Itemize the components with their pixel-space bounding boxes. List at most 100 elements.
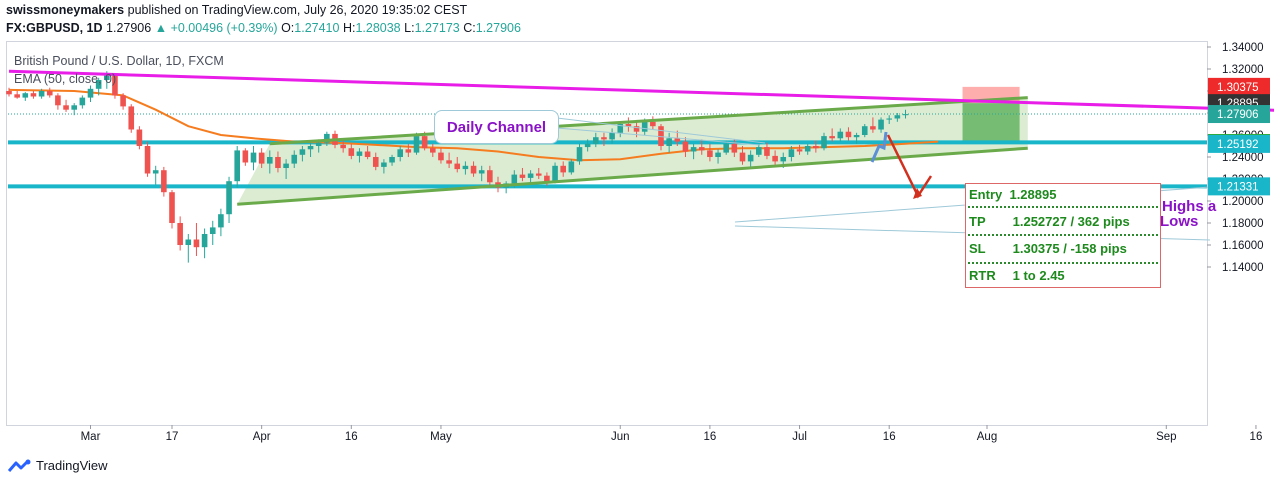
entry-value: 1.28895 [1009,187,1057,202]
candle [267,150,273,174]
rtr-label: RTR [969,268,996,283]
candle [690,143,697,160]
candle [161,166,167,197]
rtr-row: RTR 1 to 2.45 [969,268,1065,283]
candle-body [381,162,387,167]
candle-body [560,165,566,173]
high-label: H: [342,21,356,35]
candle [446,152,452,168]
candle-body [739,152,746,162]
candle [617,121,624,138]
candle-body [421,136,428,149]
x-tick-label: Mar [81,431,101,443]
candle-body [902,114,909,116]
footer-brand[interactable]: TradingView [8,458,108,473]
candle [764,142,770,160]
channel-fill [237,97,1028,205]
candle [747,150,754,168]
candle-body [104,75,110,80]
candle-body [315,142,322,146]
candle [576,143,583,165]
candle [87,85,94,102]
candle-body [79,97,86,106]
daily-channel-label: Daily Channel [446,118,547,136]
candle-body [372,157,379,167]
annotation-fills [237,86,1028,205]
candle [234,146,240,188]
candle [837,128,844,142]
price-tag: 1.30375 [1208,77,1270,96]
candle-body [478,170,485,174]
candle-body [144,146,151,174]
candle [250,146,257,171]
candle [813,140,819,153]
candle-body [356,151,363,156]
candle-body [617,124,624,133]
candle-body [299,149,306,155]
close-label: C: [463,21,476,35]
candle [413,132,420,155]
price-tag-bg [1208,105,1270,124]
candle-body [690,147,697,152]
candle [381,159,387,174]
candle-body [886,118,892,120]
legend-indicator[interactable]: EMA (50, close, 0) [14,72,117,86]
x-tick-label: Jun [611,431,630,443]
candle [625,117,632,132]
x-tick-label: May [430,431,452,443]
low-value: 1.27173 [414,21,460,35]
candle [584,139,591,152]
candle-body [193,239,200,248]
candle-body [128,106,135,130]
candle [601,132,607,146]
candle [340,139,346,153]
candle [185,234,192,263]
highs-text: Highs a [1162,198,1217,215]
candle-body [552,165,558,182]
chart-frame[interactable] [6,41,1208,426]
candle-body [234,150,240,182]
candle [46,87,53,98]
candle-body [38,91,45,97]
candle [853,132,860,144]
candle-body [348,148,355,156]
price-tag-label: 1.25192 [1217,139,1259,151]
candle-body [22,93,29,98]
candle-body [242,150,249,163]
candle-body [788,149,795,157]
candle-body [405,149,412,153]
candle [454,157,461,173]
x-tick-label: 16 [345,431,358,443]
projected-path [870,131,888,163]
publish-info: published on TradingView.com, July 26, 2… [124,3,468,17]
candle-body [46,91,53,96]
candle-body [307,146,314,150]
candle [144,141,151,177]
publisher-name[interactable]: swissmoneymakers [6,3,125,17]
candle [772,150,778,166]
candle [788,146,795,162]
candle-body [275,157,281,168]
candle [715,149,721,164]
candle-body [291,154,298,164]
change-value: +0.00496 (+0.39%) [170,21,278,35]
candle [821,132,827,151]
candle-body [535,173,542,176]
candle [796,144,803,155]
candle-body [454,163,461,170]
candle-body [430,148,436,153]
candle [519,168,526,182]
candle [430,143,436,157]
candle [552,162,558,184]
candle [698,139,705,155]
ema-line [8,88,939,162]
candle [30,91,37,99]
candle-body [601,137,607,140]
callout-pointer [556,117,766,144]
candle-body [169,192,175,223]
candle [845,127,852,141]
last-price: 1.27906 [106,21,152,35]
candle [389,154,395,166]
sl-label: SL [969,241,986,256]
